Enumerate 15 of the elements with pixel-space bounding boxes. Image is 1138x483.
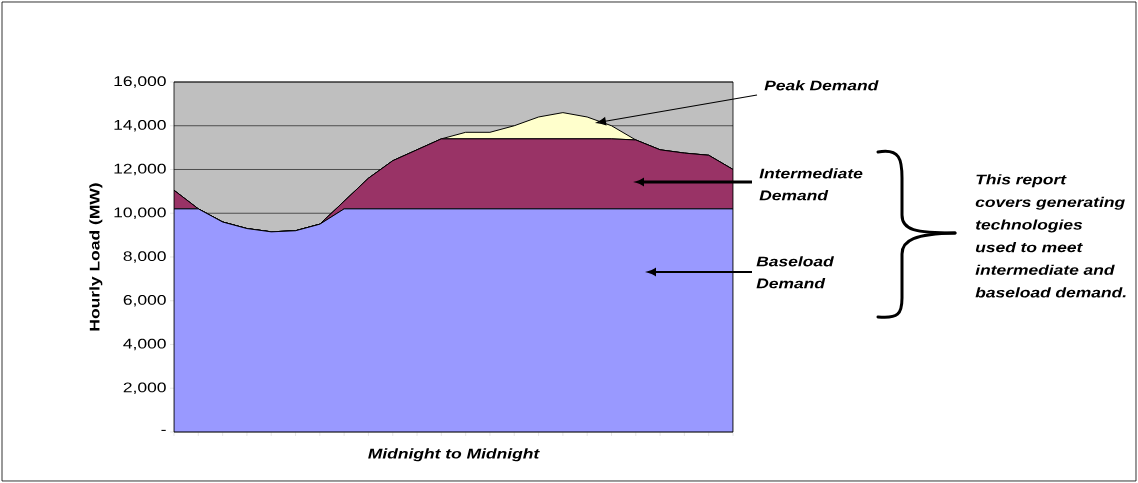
y-tick-label: 6,000	[123, 294, 166, 307]
y-tick-label: 10,000	[114, 207, 166, 219]
series-label: Intermediate Demand	[759, 168, 863, 201]
x-axis-title: Midnight to Midnight	[368, 448, 540, 462]
y-tick-label: 16,000	[114, 76, 166, 88]
y-axis-title: Hourly Load (MW)	[89, 183, 103, 331]
text: Peak Demand	[764, 80, 879, 91]
y-tick-label: 14,000	[114, 119, 166, 132]
y-tick-label: 2,000	[123, 382, 166, 394]
text: This report covers generating technologies used to meet intermediate and baseload demand.	[975, 174, 1126, 298]
y-tick-label: -	[161, 429, 166, 431]
y-tick-label: 12,000	[114, 163, 166, 176]
series-label: Baseload Demand	[756, 256, 835, 289]
y-tick-label: 8,000	[123, 251, 166, 263]
y-tick-label: 4,000	[123, 338, 166, 351]
